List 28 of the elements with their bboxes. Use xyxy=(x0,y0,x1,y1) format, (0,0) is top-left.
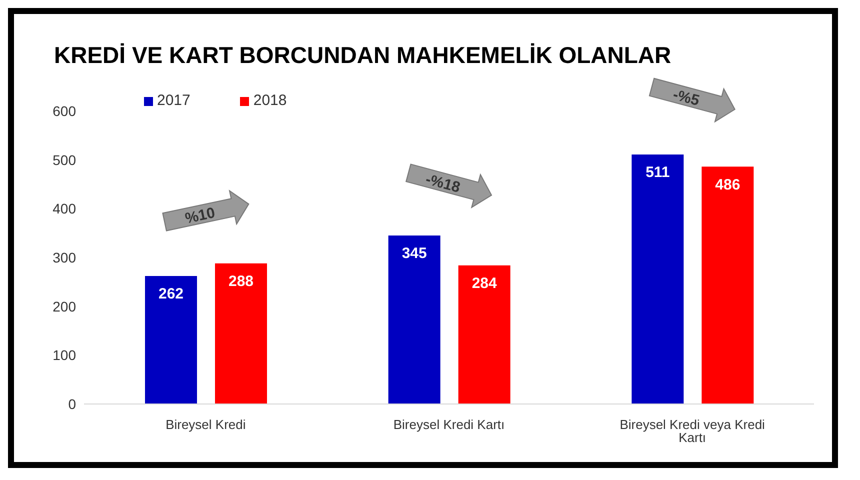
bar xyxy=(215,263,267,404)
data-label: 262 xyxy=(158,286,184,303)
legend-label: 2017 xyxy=(157,92,190,109)
y-tick-label: 0 xyxy=(68,396,76,412)
bar xyxy=(458,265,510,404)
chart-title: KREDİ VE KART BORCUNDAN MAHKEMELİK OLANLAR xyxy=(54,42,672,69)
data-label: 284 xyxy=(472,274,498,292)
data-label: 345 xyxy=(402,245,427,262)
legend-label: 2018 xyxy=(253,92,287,109)
x-tick-label: Bireysel Kredi veya Kredi Kartı xyxy=(620,417,766,446)
x-tick-label: Bireysel Kredi xyxy=(166,417,246,432)
bar xyxy=(388,236,440,404)
data-label: 288 xyxy=(228,273,254,290)
y-tick-label: 100 xyxy=(52,347,76,364)
annotation: %10 xyxy=(184,204,217,228)
y-tick-label: 300 xyxy=(52,249,76,266)
x-tick-label: Bireysel Kredi Kartı xyxy=(393,417,505,432)
y-tick-label: 500 xyxy=(52,152,76,168)
bar xyxy=(145,276,197,404)
data-label: 486 xyxy=(715,176,740,194)
bar xyxy=(702,166,754,404)
text: -%5 xyxy=(671,86,702,110)
y-tick-label: 400 xyxy=(52,200,76,217)
y-tick-label: 600 xyxy=(52,102,76,119)
y-tick-label: 200 xyxy=(52,298,76,314)
data-label: 511 xyxy=(646,164,670,182)
annotation: -%18 xyxy=(424,170,462,196)
bar xyxy=(632,154,684,404)
